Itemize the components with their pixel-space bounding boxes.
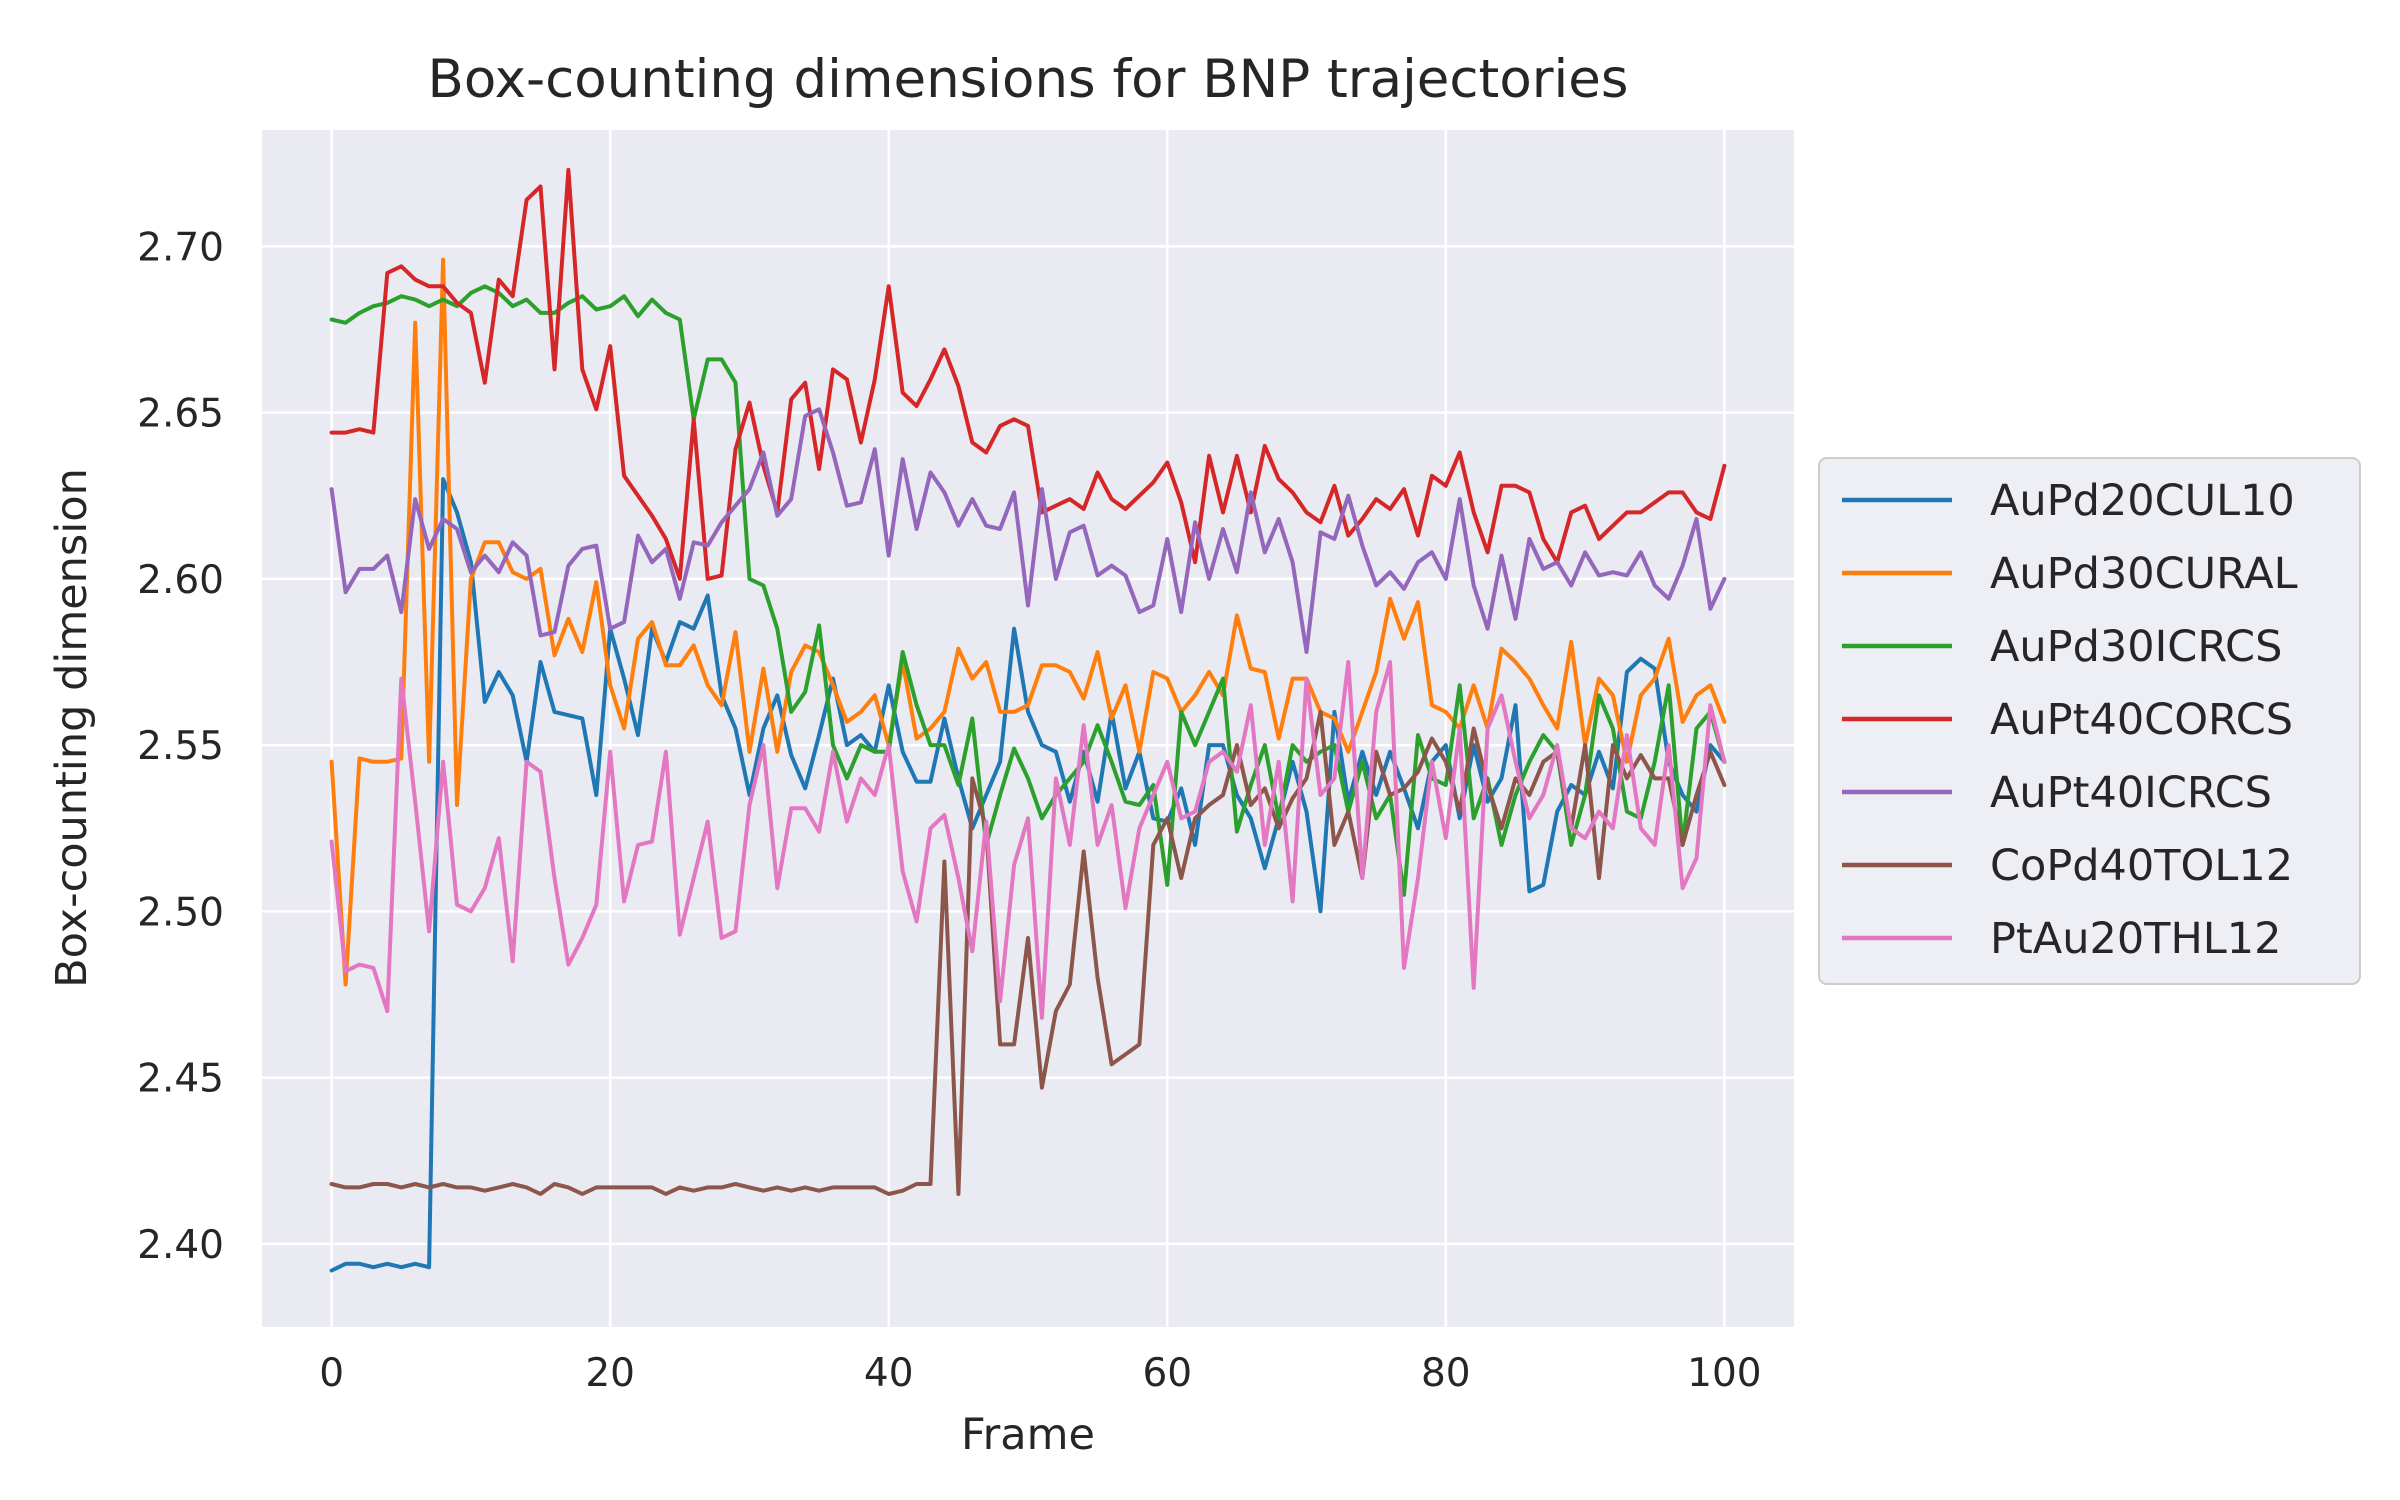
legend-label: AuPd30CURAL: [1990, 549, 2298, 599]
legend-item: AuPt40CORCS: [1842, 695, 2293, 745]
x-axis-label: Frame: [961, 1410, 1095, 1460]
y-tick-label: 2.55: [137, 724, 224, 769]
legend-item: AuPd30CURAL: [1842, 549, 2298, 599]
series-line-aupt40corcs: [329, 167, 1727, 581]
y-tick-label: 2.50: [137, 890, 224, 935]
y-tick-label: 2.60: [137, 558, 224, 603]
legend-item: PtAu20THL12: [1842, 914, 2281, 964]
series-line-aupd30cural: [329, 257, 1727, 987]
legend-label: AuPt40CORCS: [1990, 695, 2293, 745]
series-line-aupt40icrcs: [329, 407, 1727, 654]
plot-background: [262, 130, 1794, 1327]
legend-label: PtAu20THL12: [1990, 914, 2281, 964]
chart-title: Box-counting dimensions for BNP trajecto…: [428, 49, 1629, 110]
series-line-copd40tol12: [329, 709, 1727, 1196]
legend: AuPd20CUL10 AuPd30CURAL AuPd30ICRCS AuPt40C…: [1818, 457, 2361, 985]
x-tick-label: 60: [1142, 1351, 1192, 1396]
legend-item: CoPd40TOL12: [1842, 841, 2293, 891]
x-tick-label: 0: [319, 1351, 344, 1396]
y-axis-label: Box-counting dimension: [47, 468, 97, 988]
y-tick-labels: 2.40 2.45 2.50 2.55 2.60 2.65 2.70: [137, 225, 224, 1268]
series-lines: [329, 167, 1727, 1273]
x-tick-label: 40: [864, 1351, 914, 1396]
legend-label: AuPd30ICRCS: [1990, 622, 2282, 672]
legend-item: AuPd20CUL10: [1842, 476, 2295, 526]
x-tick-label: 20: [585, 1351, 635, 1396]
y-tick-label: 2.40: [137, 1223, 224, 1268]
legend-label: CoPd40TOL12: [1990, 841, 2293, 891]
x-tick-label: 80: [1421, 1351, 1471, 1396]
legend-item: AuPd30ICRCS: [1842, 622, 2282, 672]
y-tick-label: 2.65: [137, 392, 224, 437]
x-tick-label: 100: [1687, 1351, 1761, 1396]
legend-box: [1818, 457, 2361, 985]
legend-label: AuPt40ICRCS: [1990, 768, 2272, 818]
series-line-ptau20thl12: [329, 660, 1727, 1020]
y-tick-label: 2.70: [137, 225, 224, 270]
legend-item: AuPt40ICRCS: [1842, 768, 2272, 818]
legend-label: AuPd20CUL10: [1990, 476, 2295, 526]
y-tick-label: 2.45: [137, 1057, 224, 1102]
x-tick-labels: 0 20 40 60 80 100: [319, 1351, 1761, 1396]
